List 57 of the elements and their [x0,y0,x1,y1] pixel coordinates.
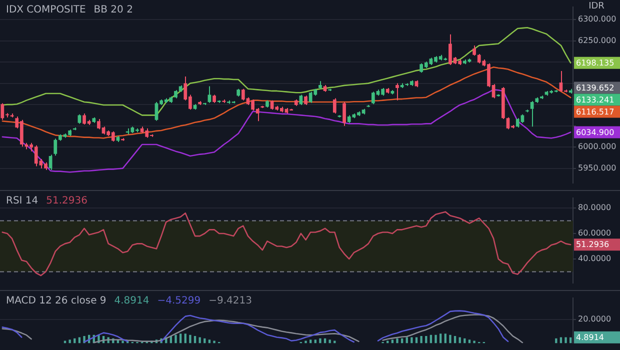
text: 6139.652 [576,83,614,92]
bar [184,334,186,344]
y-tick-label: 40.0000 [578,254,612,264]
y-tick-label: 60.0000 [578,228,612,238]
bar [391,340,394,344]
bar [410,337,413,344]
text: 6198.135 [576,58,614,68]
bar [174,334,177,344]
y-tick-label: 6250.000 [578,36,616,45]
text: 6116.517 [576,107,614,116]
annotation: 4.8914 [114,296,150,307]
y-axis-title: IDR [588,1,604,12]
bar [68,340,71,344]
bar [444,334,446,344]
bar [425,336,428,344]
y-tick-label: 6300.000 [578,14,616,24]
chart-title: RSI 14 [6,196,38,207]
annotation: 51.2936 [46,196,88,207]
y-tick-label: 80.0000 [578,203,612,212]
bar [328,340,331,344]
bar [415,337,418,344]
bar [189,334,192,344]
bar [304,340,307,344]
bar [440,334,442,344]
text: 6133.241 [576,95,614,104]
text: 6034.900 [576,128,614,137]
bar [396,338,398,344]
bar [314,340,316,344]
bar [454,336,456,344]
bar [194,336,196,344]
annotation: −4.5299 [157,296,201,307]
chart-subtitle: BB 20 2 [94,4,133,16]
bar [122,340,124,344]
bar [449,334,452,344]
annotation: −9.4213 [208,296,252,307]
bar [458,337,461,344]
bar [309,340,312,344]
chart-title: IDX COMPOSITE [6,4,86,16]
bar [560,337,562,344]
y-tick-label: 5950.000 [578,163,616,172]
bar [319,338,322,344]
bar [434,334,437,344]
bar [406,337,408,344]
bar [473,340,476,344]
y-tick-label: 20.0000 [578,314,612,324]
bar [213,340,216,344]
bar [78,337,81,344]
chart-title: MACD 12 26 close 9 [6,296,106,307]
y-tick-label: 6000.000 [578,142,616,152]
bar [208,340,211,344]
text: 4.8914 [576,332,604,342]
text: 51.2936 [576,240,610,250]
bar [198,337,201,344]
bar [179,334,182,344]
bar [468,340,471,344]
bar [564,337,567,344]
bar [420,336,422,344]
